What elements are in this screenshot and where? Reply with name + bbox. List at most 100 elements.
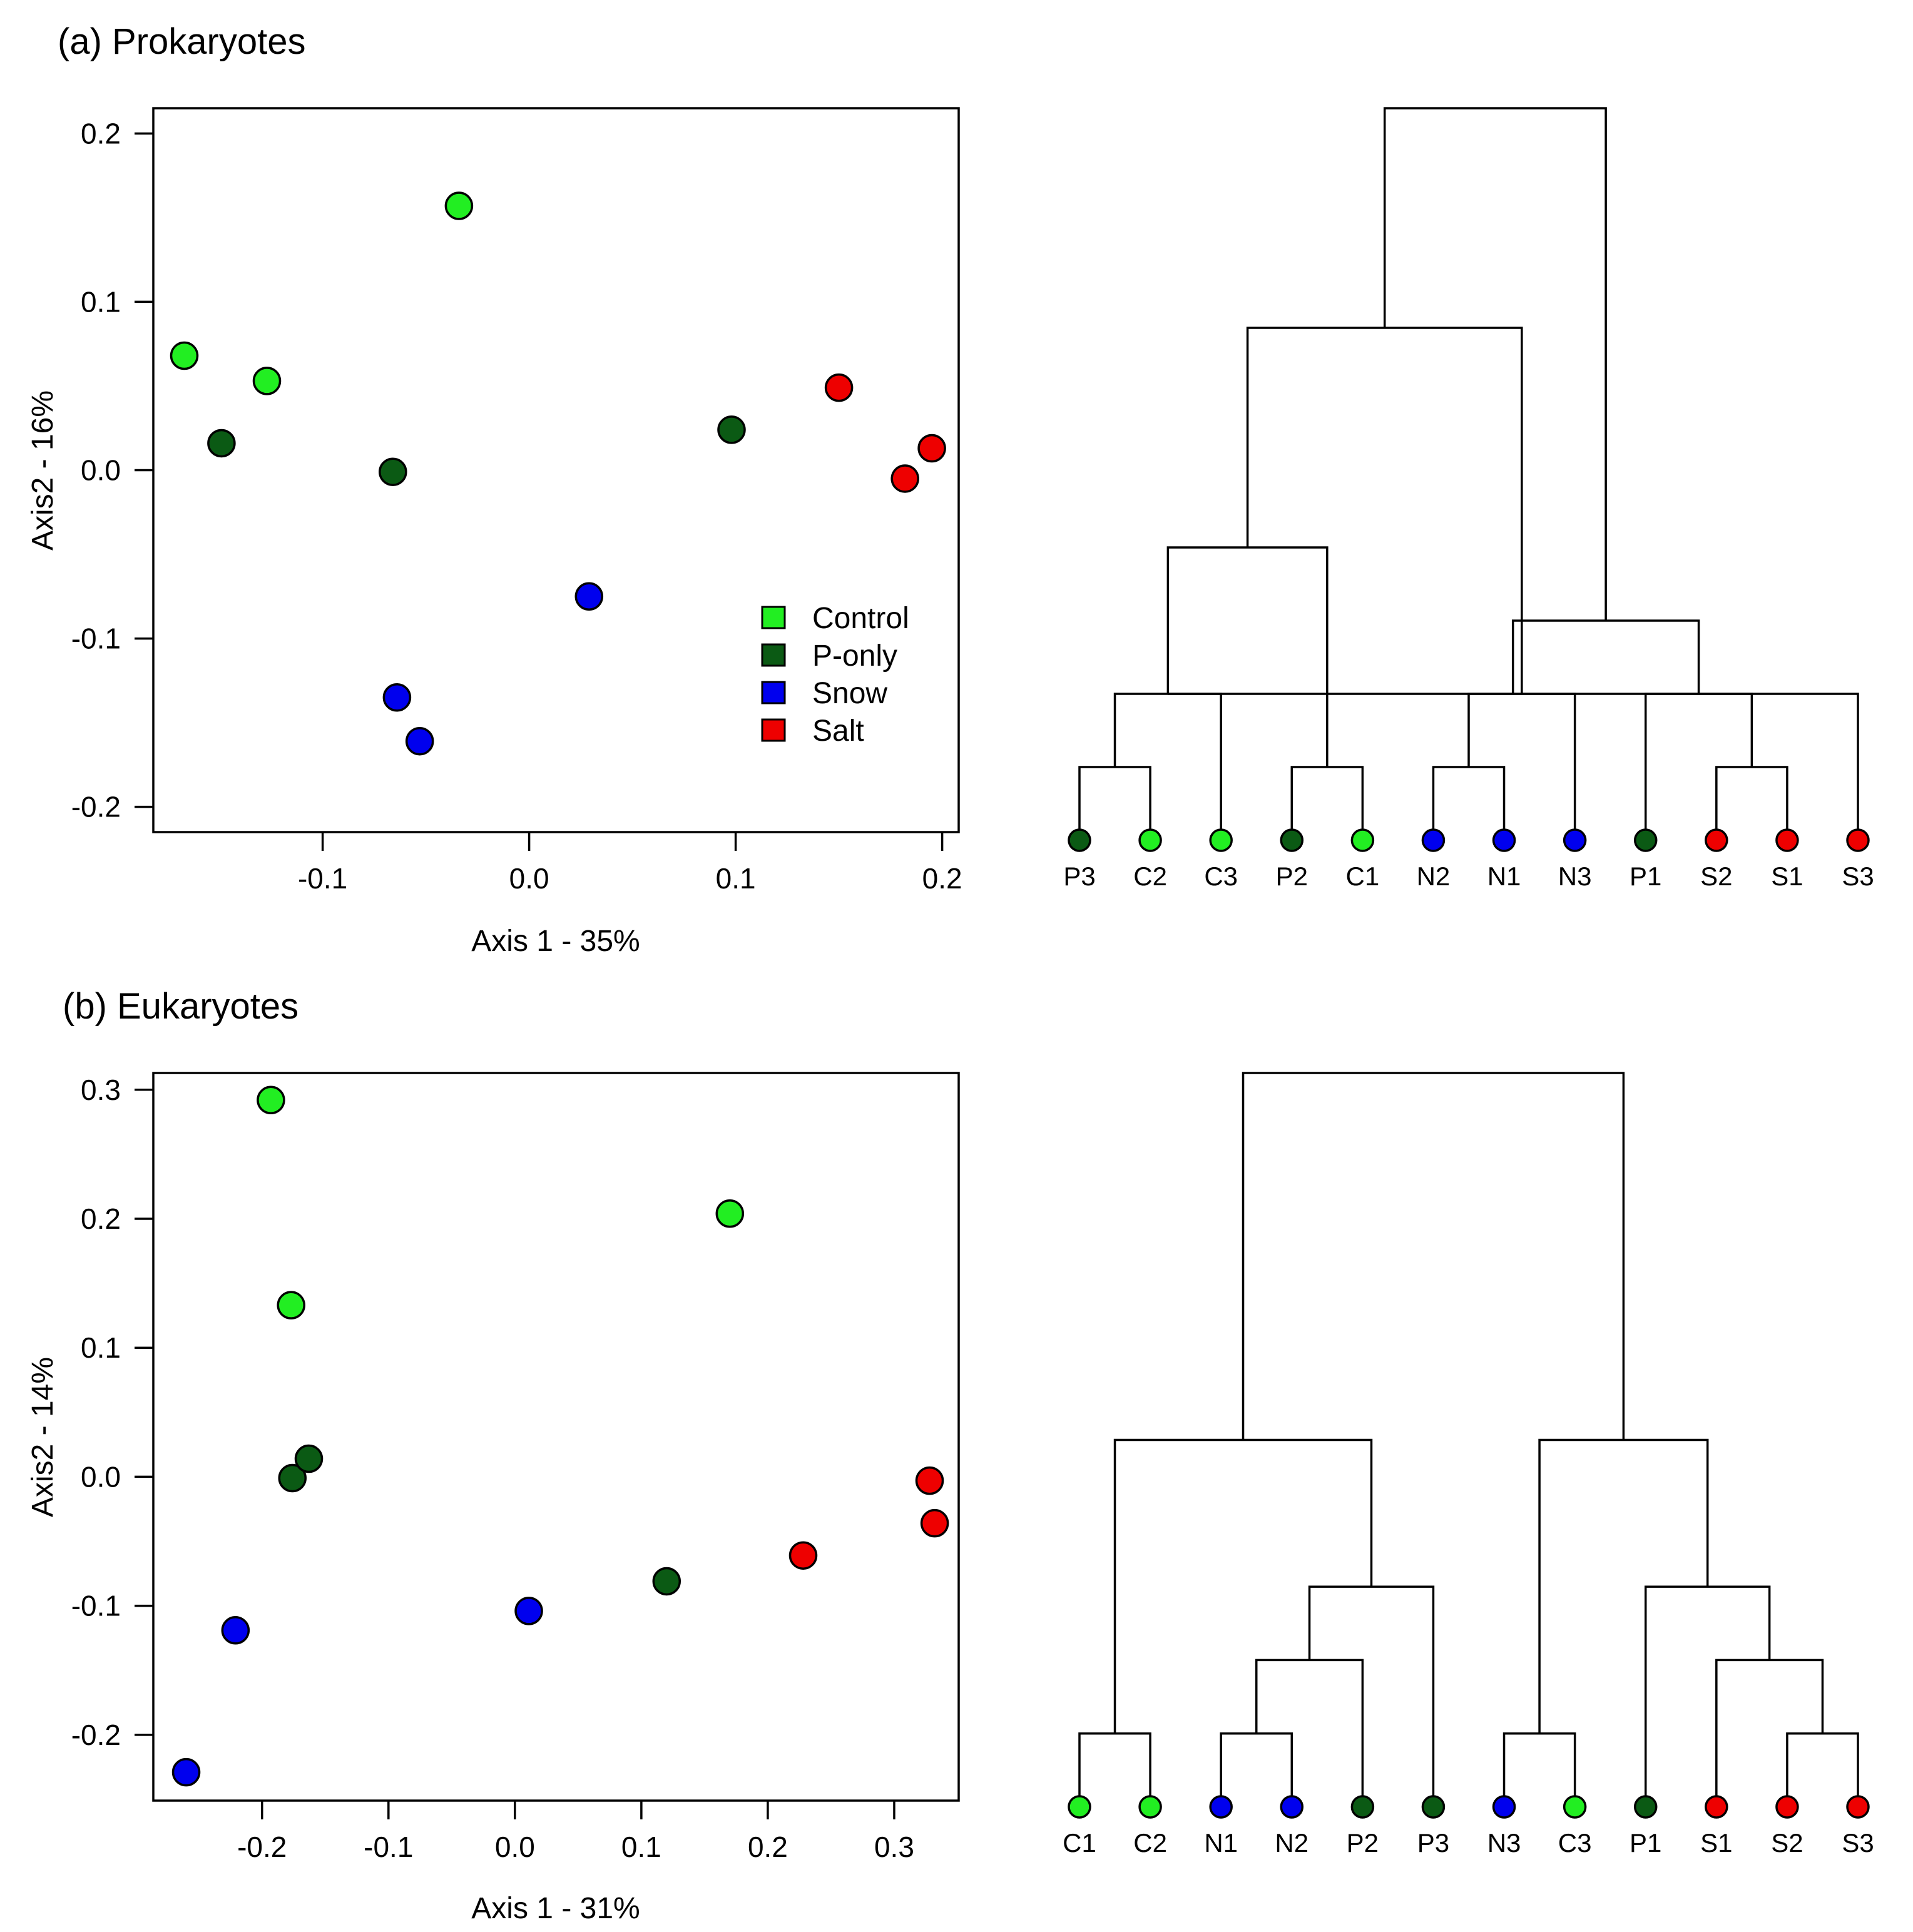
panel-a-leaf-label: P3	[1063, 862, 1095, 891]
panel-b-point-c	[257, 1085, 285, 1115]
legend-swatch-p-only	[761, 643, 786, 667]
panel-b-x-tick-label: 0.3	[874, 1831, 914, 1863]
panel-a-dendrogram: P3 C2 C3 P2 C1 N2 N1 N3 P1 S2 S1 S3	[1063, 107, 1874, 891]
legend-swatch-snow	[761, 681, 786, 704]
panel-b-leaf-label: P3	[1417, 1828, 1449, 1858]
panel-b-leaf-marker	[1492, 1795, 1516, 1819]
panel-b-point-c	[277, 1291, 305, 1319]
panel-a-point-s	[824, 373, 854, 402]
legend-swatch-control	[761, 606, 786, 629]
panel-a-points	[170, 191, 946, 756]
panel-a-leaf-label: S1	[1771, 862, 1803, 891]
panel-b-x-tick-label: -0.2	[237, 1831, 287, 1863]
panel-a-x-tick-label: -0.1	[298, 862, 347, 895]
panel-b-x-axis: -0.2 -0.1 0.0 0.1 0.2 0.3	[237, 1801, 914, 1863]
panel-a-point-n	[382, 683, 412, 712]
panel-a-y-tick-label: 0.0	[81, 454, 121, 487]
panel-b-dendrogram-link	[1242, 1072, 1625, 1440]
panel-b-leaf-label: C3	[1558, 1828, 1592, 1858]
panel-a-leaf-label: N1	[1487, 862, 1521, 891]
panel-a-leaf-marker	[1633, 828, 1658, 852]
panel-a-y-axis: -0.2 -0.1 0.0 0.1 0.2	[71, 117, 153, 823]
panel-b-points	[171, 1085, 949, 1787]
panel-a-point-s	[890, 464, 919, 493]
panel-b-y-tick-label: 0.2	[81, 1202, 121, 1235]
panel-a-x-axis: -0.1 0.0 0.1 0.2	[298, 832, 962, 895]
panel-a-point-c	[444, 191, 474, 220]
panel-b-leaf-marker	[1350, 1795, 1375, 1819]
panel-a-leaf-label: P1	[1630, 862, 1661, 891]
panel-b-leaf-label: N1	[1204, 1828, 1238, 1858]
panel-b-y-tick-label: 0.0	[81, 1460, 121, 1493]
panel-a-leaf-label: P2	[1276, 862, 1308, 891]
panel-b-point-p	[278, 1463, 307, 1493]
panel-a-leaf-label: C1	[1346, 862, 1380, 891]
panel-b-x-tick-label: 0.2	[748, 1831, 788, 1863]
panel-b-leaf-marker	[1775, 1795, 1799, 1819]
panel-a-legend: Control P-only Snow Salt	[761, 602, 909, 748]
panel-b-dendrogram: C1 C2 N1 N2 P2 P3 N3 C3 P1 S1 S2 S3	[1063, 1072, 1874, 1858]
panel-a-leaf-marker	[1563, 828, 1587, 852]
panel-a-leaf-marker	[1421, 828, 1446, 852]
panel-a-leaf-label: N2	[1417, 862, 1451, 891]
panel-b-scatter: (b) Eukaryotes -0.2 -0.1 0.0 0.1 0.2 0.3 -0.2…	[26, 986, 960, 1925]
panel-a-leaf-label: N3	[1558, 862, 1592, 891]
panel-a-x-tick-label: 0.0	[509, 862, 549, 895]
panel-b-y-tick-label: -0.1	[71, 1590, 121, 1622]
panel-a-leaf-label: C2	[1133, 862, 1167, 891]
panel-b-y-tick-label: 0.1	[81, 1331, 121, 1364]
panel-b-point-p	[652, 1567, 681, 1596]
panel-b-point-p	[294, 1444, 324, 1473]
panel-b-leaf-label: S1	[1700, 1828, 1732, 1858]
panel-a-point-s	[917, 434, 946, 463]
panel-a-y-tick-label: -0.1	[71, 623, 121, 655]
panel-b-leaf-label: N3	[1487, 1828, 1521, 1858]
panel-a-leaf-marker	[1138, 828, 1162, 852]
panel-b-leaf-marker	[1138, 1795, 1162, 1819]
panel-b-leaf-marker	[1563, 1795, 1587, 1819]
panel-b-leaf-marker	[1280, 1795, 1304, 1819]
panel-a-dendrogram-link	[1383, 107, 1607, 621]
panel-b-leaf-label: S2	[1771, 1828, 1803, 1858]
panel-b-y-axis: -0.2 -0.1 0.0 0.1 0.2 0.3	[71, 1074, 153, 1751]
panel-a-leaf-marker	[1846, 828, 1870, 852]
panel-b-point-n	[171, 1757, 201, 1787]
panel-b-y-axis-label: Axis2 - 14%	[26, 1357, 59, 1517]
panel-a-point-p	[379, 457, 407, 486]
panel-b-point-s	[915, 1466, 944, 1495]
panel-a-y-tick-label: 0.2	[81, 117, 121, 150]
panel-b-title: (b) Eukaryotes	[63, 986, 298, 1027]
panel-b-y-tick-label: -0.2	[71, 1719, 121, 1751]
panel-b-leaf-marker	[1421, 1795, 1446, 1819]
legend-label-salt: Salt	[812, 714, 864, 748]
panel-a-leaf-marker	[1705, 828, 1728, 852]
panel-a-dendrogram-link	[1168, 693, 1859, 840]
panel-a-leaf-marker	[1068, 828, 1091, 852]
panel-a-leaf-label: S3	[1842, 862, 1874, 891]
panel-b-leaf-marker	[1846, 1795, 1870, 1819]
panel-a-leaf-marker	[1775, 828, 1799, 852]
panel-a-point-p	[717, 415, 746, 444]
panel-b-y-tick-label: 0.3	[81, 1074, 121, 1106]
panel-a-y-tick-label: 0.1	[81, 285, 121, 318]
panel-a-leaf-marker	[1209, 828, 1233, 852]
panel-a-y-axis-label: Axis2 - 16%	[26, 390, 59, 551]
panel-a-leaf-marker	[1280, 828, 1304, 852]
legend-label-control: Control	[812, 602, 909, 635]
panel-a-scatter: (a) Prokaryotes -0.1 0.0 0.1 0.2 -0.2 -0.1 0.…	[26, 21, 962, 958]
panel-b-leaf-marker	[1209, 1795, 1233, 1819]
panel-b-point-s	[920, 1508, 949, 1538]
panel-b-leaf-label: P1	[1630, 1828, 1661, 1858]
panel-b-leaf-label: P2	[1347, 1828, 1379, 1858]
panel-a-x-tick-label: 0.2	[922, 862, 962, 895]
panel-a-point-c	[252, 367, 282, 395]
panel-a-point-n	[574, 582, 604, 611]
panel-a-x-axis-label: Axis 1 - 35%	[471, 925, 640, 958]
legend-swatch-salt	[761, 718, 786, 742]
panel-a-point-n	[405, 726, 434, 756]
panel-b-point-n	[221, 1616, 250, 1645]
panel-a-x-tick-label: 0.1	[716, 862, 756, 895]
panel-a-y-tick-label: -0.2	[71, 791, 121, 823]
